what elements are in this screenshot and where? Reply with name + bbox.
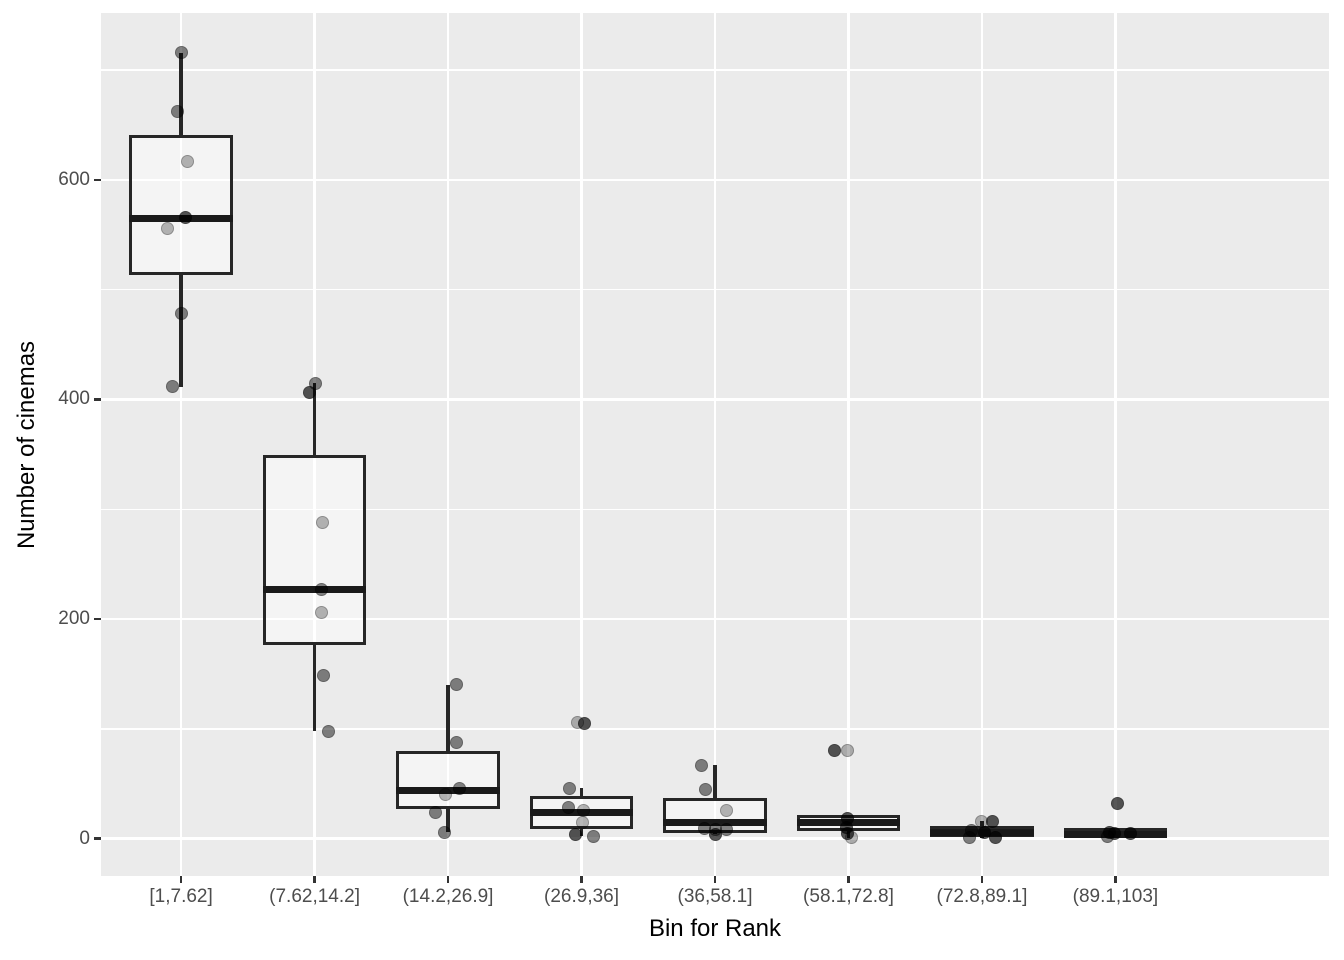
jitter-point xyxy=(1123,826,1137,840)
jitter-point xyxy=(315,582,329,596)
jitter-point xyxy=(844,831,858,845)
boxplot-box xyxy=(129,135,233,275)
jitter-point xyxy=(180,154,194,168)
boxplot-lower-whisker xyxy=(312,643,317,732)
jitter-point xyxy=(694,758,708,772)
y-tick-label: 600 xyxy=(58,168,90,190)
jitter-point xyxy=(578,716,592,730)
grid-line-major-vertical xyxy=(713,13,717,876)
x-tick-label: (14.2,26.9] xyxy=(402,886,494,907)
jitter-point xyxy=(428,805,442,819)
y-tick-mark xyxy=(94,837,101,840)
jitter-point xyxy=(449,735,463,749)
x-tick-mark xyxy=(179,876,183,883)
jitter-point xyxy=(449,678,463,692)
jitter-point xyxy=(437,825,451,839)
jitter-point xyxy=(963,831,977,845)
jitter-point xyxy=(1100,829,1114,843)
boxplot-lower-whisker xyxy=(446,806,450,833)
x-tick-label: (36,58.1] xyxy=(677,886,753,907)
jitter-point xyxy=(562,801,576,815)
jitter-point xyxy=(577,803,591,817)
jitter-point xyxy=(1110,797,1124,811)
jitter-point xyxy=(587,829,601,843)
x-tick-label: (72.8,89.1] xyxy=(936,886,1028,907)
grid-line-major-vertical xyxy=(847,13,850,876)
x-tick-label: (26.9,36] xyxy=(544,886,620,907)
jitter-point xyxy=(316,515,330,529)
x-tick-mark xyxy=(313,876,316,883)
jitter-point xyxy=(170,105,184,119)
grid-line-major-vertical xyxy=(446,13,450,876)
x-axis-title: Bin for Rank xyxy=(648,915,782,942)
y-tick-mark xyxy=(94,178,101,182)
jitter-point xyxy=(576,815,590,829)
jitter-point xyxy=(174,46,188,60)
jitter-point xyxy=(563,781,577,795)
jitter-point xyxy=(986,814,1000,828)
boxplot-upper-whisker xyxy=(446,684,450,754)
x-tick-label: (7.62,14.2] xyxy=(269,886,360,907)
x-tick-mark xyxy=(446,876,450,883)
y-tick-label: 400 xyxy=(58,388,90,410)
grid-line-major-vertical xyxy=(1114,13,1117,876)
boxplot-median xyxy=(663,818,767,826)
boxplot-upper-whisker xyxy=(312,383,317,457)
y-tick-label: 0 xyxy=(79,827,90,849)
jitter-point xyxy=(303,386,317,400)
x-tick-label: [1,7.62] xyxy=(149,886,213,907)
jitter-point xyxy=(719,803,733,817)
x-tick-mark xyxy=(980,876,984,883)
jitter-point xyxy=(317,668,331,682)
boxplot-upper-whisker xyxy=(579,788,584,799)
jitter-point xyxy=(309,376,323,390)
x-tick-mark xyxy=(847,876,850,883)
jitter-point xyxy=(165,379,179,393)
y-tick-label: 200 xyxy=(58,608,90,630)
jitter-point xyxy=(315,605,329,619)
jitter-point xyxy=(160,221,174,235)
y-tick-mark xyxy=(94,398,101,401)
x-tick-mark xyxy=(713,876,717,883)
jitter-point xyxy=(452,781,466,795)
x-tick-label: (58.1,72.8] xyxy=(803,886,894,907)
grid-line-major-vertical xyxy=(980,13,984,876)
jitter-point xyxy=(827,744,841,758)
jitter-point xyxy=(698,782,712,796)
grid-line-major-vertical xyxy=(179,13,183,876)
jitter-point xyxy=(708,827,722,841)
x-tick-mark xyxy=(580,876,583,883)
jitter-point xyxy=(178,210,192,224)
boxplot-box xyxy=(663,798,767,833)
y-tick-mark xyxy=(94,617,101,621)
jitter-point xyxy=(174,307,188,321)
jitter-point xyxy=(569,827,583,841)
boxplot-median xyxy=(262,585,367,593)
jitter-point xyxy=(438,788,452,802)
grid-line-major-vertical xyxy=(580,13,583,876)
boxplot-box xyxy=(262,454,367,645)
jitter-point xyxy=(840,744,854,758)
jitter-point xyxy=(989,831,1003,845)
boxplot-upper-whisker xyxy=(713,765,717,801)
x-tick-mark xyxy=(1114,876,1117,883)
boxplot-upper-whisker xyxy=(179,52,183,138)
y-axis-title: Number of cinemas xyxy=(13,340,40,549)
plot-panel xyxy=(101,13,1329,876)
x-tick-label: (89.1,103] xyxy=(1072,886,1159,907)
boxplot-lower-whisker xyxy=(179,273,183,388)
jitter-point xyxy=(322,724,336,738)
